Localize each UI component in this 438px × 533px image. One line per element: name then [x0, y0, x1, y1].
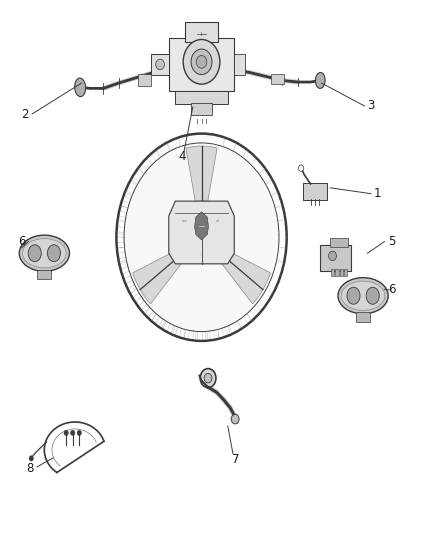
Text: horn: horn: [182, 220, 188, 223]
FancyBboxPatch shape: [151, 54, 169, 75]
Circle shape: [77, 430, 81, 435]
FancyBboxPatch shape: [169, 38, 234, 91]
Ellipse shape: [22, 239, 66, 268]
FancyBboxPatch shape: [37, 270, 51, 279]
Ellipse shape: [315, 72, 325, 88]
FancyBboxPatch shape: [272, 74, 284, 84]
Polygon shape: [186, 146, 217, 202]
Text: 2: 2: [21, 109, 28, 122]
FancyBboxPatch shape: [185, 22, 218, 42]
Text: 3: 3: [367, 100, 374, 112]
Circle shape: [191, 49, 212, 75]
Ellipse shape: [366, 287, 379, 304]
Circle shape: [155, 59, 164, 70]
FancyBboxPatch shape: [234, 54, 245, 75]
FancyBboxPatch shape: [335, 269, 339, 276]
FancyBboxPatch shape: [356, 312, 370, 322]
FancyBboxPatch shape: [330, 238, 348, 247]
Ellipse shape: [19, 235, 70, 271]
Text: 4: 4: [178, 150, 186, 164]
Circle shape: [231, 414, 239, 424]
Circle shape: [204, 373, 212, 383]
Polygon shape: [133, 252, 181, 304]
Ellipse shape: [28, 245, 41, 262]
Text: 8: 8: [27, 462, 34, 475]
Polygon shape: [169, 201, 234, 264]
Polygon shape: [222, 252, 271, 304]
Text: 1: 1: [373, 187, 381, 200]
Text: 6: 6: [388, 283, 395, 296]
Text: vol: vol: [216, 220, 220, 223]
Ellipse shape: [338, 278, 388, 314]
Circle shape: [64, 430, 68, 435]
Ellipse shape: [75, 78, 86, 96]
Text: —: —: [200, 253, 203, 257]
FancyBboxPatch shape: [331, 269, 334, 276]
Circle shape: [71, 430, 75, 435]
FancyBboxPatch shape: [339, 269, 343, 276]
Circle shape: [124, 143, 279, 332]
Ellipse shape: [347, 287, 360, 304]
Circle shape: [328, 251, 336, 261]
Text: 7: 7: [232, 453, 239, 466]
FancyBboxPatch shape: [138, 74, 151, 86]
Ellipse shape: [47, 245, 60, 262]
Circle shape: [183, 39, 220, 84]
Text: i: i: [201, 31, 202, 37]
Ellipse shape: [341, 281, 385, 310]
Circle shape: [196, 55, 207, 68]
FancyBboxPatch shape: [191, 103, 212, 115]
FancyBboxPatch shape: [175, 91, 228, 104]
Polygon shape: [194, 212, 208, 240]
Text: 6: 6: [18, 235, 25, 248]
Text: 5: 5: [388, 235, 395, 248]
FancyBboxPatch shape: [320, 245, 351, 271]
Circle shape: [200, 368, 216, 387]
Circle shape: [298, 165, 304, 171]
Circle shape: [29, 456, 33, 461]
FancyBboxPatch shape: [344, 269, 347, 276]
FancyBboxPatch shape: [303, 183, 327, 200]
